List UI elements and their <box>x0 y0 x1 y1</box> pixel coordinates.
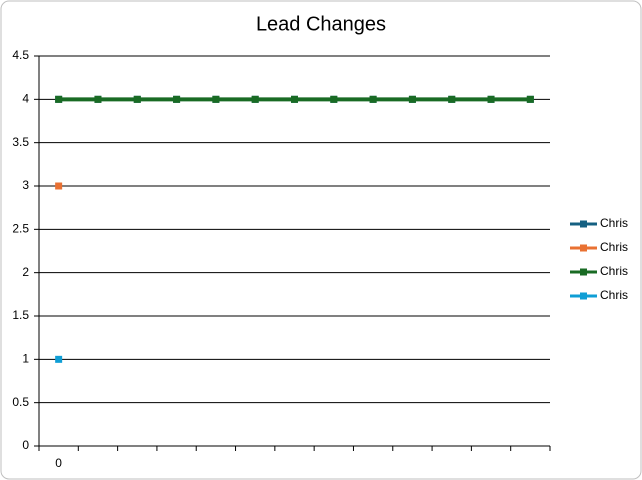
marker <box>526 95 534 103</box>
y-tick-label: 3 <box>22 178 29 192</box>
y-tick-label: 3.5 <box>12 135 29 149</box>
y-tick-label: 1.5 <box>12 308 29 322</box>
legend-marker <box>580 244 587 252</box>
marker <box>133 95 141 103</box>
marker <box>212 95 220 103</box>
marker <box>487 95 495 103</box>
y-tick-label: 0 <box>22 438 29 452</box>
legend-marker <box>580 220 587 228</box>
x-tick-label: 0 <box>55 456 62 470</box>
marker <box>408 95 416 103</box>
marker <box>173 95 181 103</box>
marker <box>55 95 63 103</box>
marker <box>55 355 63 363</box>
legend-label: Chris <box>600 288 628 302</box>
y-tick-label: 4.5 <box>12 48 29 62</box>
marker <box>448 95 456 103</box>
y-tick-label: 2 <box>22 265 29 279</box>
legend-label: Chris <box>600 240 628 254</box>
chart-title: Lead Changes <box>256 13 386 35</box>
marker <box>55 182 63 190</box>
legend-label: Chris <box>600 216 628 230</box>
y-tick-label: 1 <box>22 352 29 366</box>
y-tick-label: 0.5 <box>12 395 29 409</box>
y-tick-label: 2.5 <box>12 222 29 236</box>
y-tick-label: 4 <box>22 92 29 106</box>
legend-marker <box>580 292 587 300</box>
marker <box>369 95 377 103</box>
legend-label: Chris <box>600 264 628 278</box>
legend-marker <box>580 268 587 276</box>
marker <box>94 95 102 103</box>
marker <box>251 95 259 103</box>
marker <box>291 95 298 103</box>
marker <box>330 95 338 103</box>
